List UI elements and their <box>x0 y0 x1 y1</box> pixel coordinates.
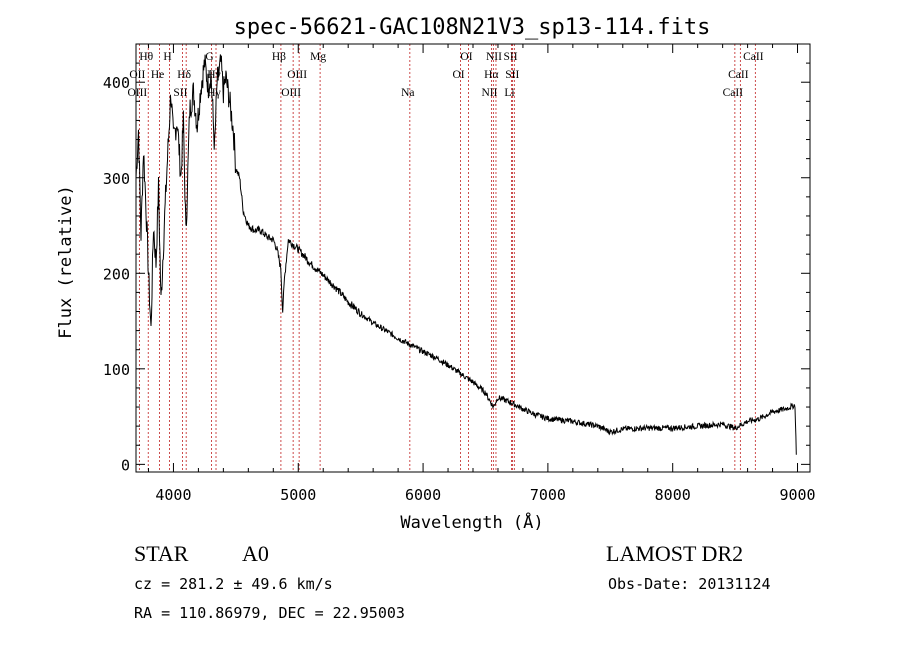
line-label-7: G <box>205 51 213 63</box>
line-label-24: CaII <box>728 69 749 81</box>
y-tick-label-4: 400 <box>103 74 130 92</box>
object-class: STAR <box>134 541 189 566</box>
plot-frame <box>135 43 811 473</box>
line-label-11: OIII <box>287 69 307 81</box>
line-label-8: Hγ <box>207 69 220 81</box>
y-tick-label-0: 0 <box>121 456 130 474</box>
line-label-17: NII <box>486 51 502 63</box>
line-label-3: H <box>163 51 171 63</box>
x-axis-ticks: 4000 5000 6000 7000 8000 9000 <box>147 44 816 504</box>
line-label-20: SII <box>505 69 519 81</box>
survey-name: LAMOST DR2 <box>606 541 744 566</box>
x-tick-label-2: 6000 <box>405 486 441 504</box>
coordinates: RA = 110.86979, DEC = 22.95003 <box>134 604 405 622</box>
x-tick-label-3: 7000 <box>530 486 566 504</box>
line-label-10: Hβ <box>272 51 286 63</box>
line-label-21: NII <box>481 87 497 99</box>
line-label-0: Hθ <box>139 51 153 63</box>
x-tick-label-5: 9000 <box>779 486 815 504</box>
spectrum-line <box>135 54 797 455</box>
line-label-12: OIII <box>281 87 301 99</box>
x-tick-label-0: 4000 <box>155 486 191 504</box>
line-label-25: CaII <box>723 87 744 99</box>
line-label-19: Hα <box>484 69 498 81</box>
chart-title: spec-56621-GAC108N21V3_sp13-114.fits <box>234 15 711 40</box>
line-label-23: CaII <box>743 51 764 63</box>
y-tick-label-1: 100 <box>103 361 130 379</box>
observation-date: Obs-Date: 20131124 <box>608 575 771 593</box>
redshift-cz: cz = 281.2 ± 49.6 km/s <box>134 575 333 593</box>
line-label-15: OI <box>460 51 472 63</box>
spectrum-series <box>135 54 797 455</box>
emission-lines <box>138 44 756 472</box>
line-labels: HθOIIOIIIHHeSIIHδGHγHγHβOIIIOIIIMgNaOIOI… <box>127 51 763 99</box>
line-label-5: SII <box>173 87 187 99</box>
spectrum-chart: spec-56621-GAC108N21V3_sp13-114.fits 400… <box>56 15 816 533</box>
y-tick-label-3: 300 <box>103 170 130 188</box>
object-subclass: A0 <box>242 541 269 566</box>
x-axis-label: Wavelength (Å) <box>400 511 543 533</box>
line-label-1: OII <box>129 69 145 81</box>
line-label-16: OI <box>452 69 464 81</box>
y-axis-ticks: 0 100 200 300 400 <box>103 62 810 474</box>
line-label-2: OIII <box>127 87 147 99</box>
line-label-6: Hδ <box>177 69 191 81</box>
line-label-4: He <box>151 69 164 81</box>
x-tick-label-1: 5000 <box>280 486 316 504</box>
line-label-13: Mg <box>310 51 326 63</box>
line-label-18: SII <box>504 51 518 63</box>
line-label-14: Na <box>401 87 414 99</box>
y-axis-label: Flux (relative) <box>56 185 76 339</box>
y-tick-label-2: 200 <box>103 265 130 283</box>
line-label-22: Li <box>504 87 514 99</box>
x-tick-label-4: 8000 <box>655 486 691 504</box>
line-label-9: Hγ <box>207 87 220 99</box>
